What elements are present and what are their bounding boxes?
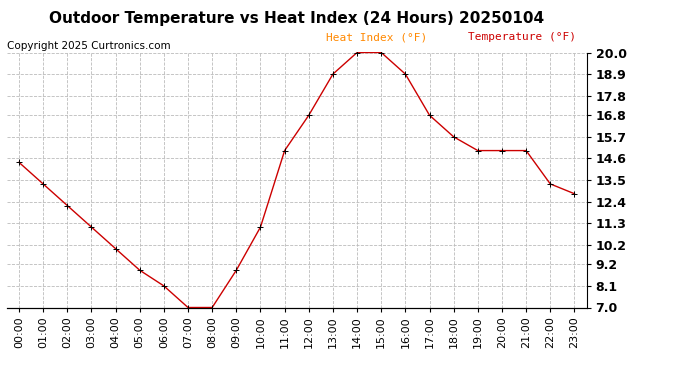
Text: Copyright 2025 Curtronics.com: Copyright 2025 Curtronics.com	[7, 41, 170, 51]
Text: Temperature (°F): Temperature (°F)	[468, 32, 575, 42]
Text: Heat Index (°F): Heat Index (°F)	[326, 32, 427, 42]
Text: Outdoor Temperature vs Heat Index (24 Hours) 20250104: Outdoor Temperature vs Heat Index (24 Ho…	[49, 11, 544, 26]
